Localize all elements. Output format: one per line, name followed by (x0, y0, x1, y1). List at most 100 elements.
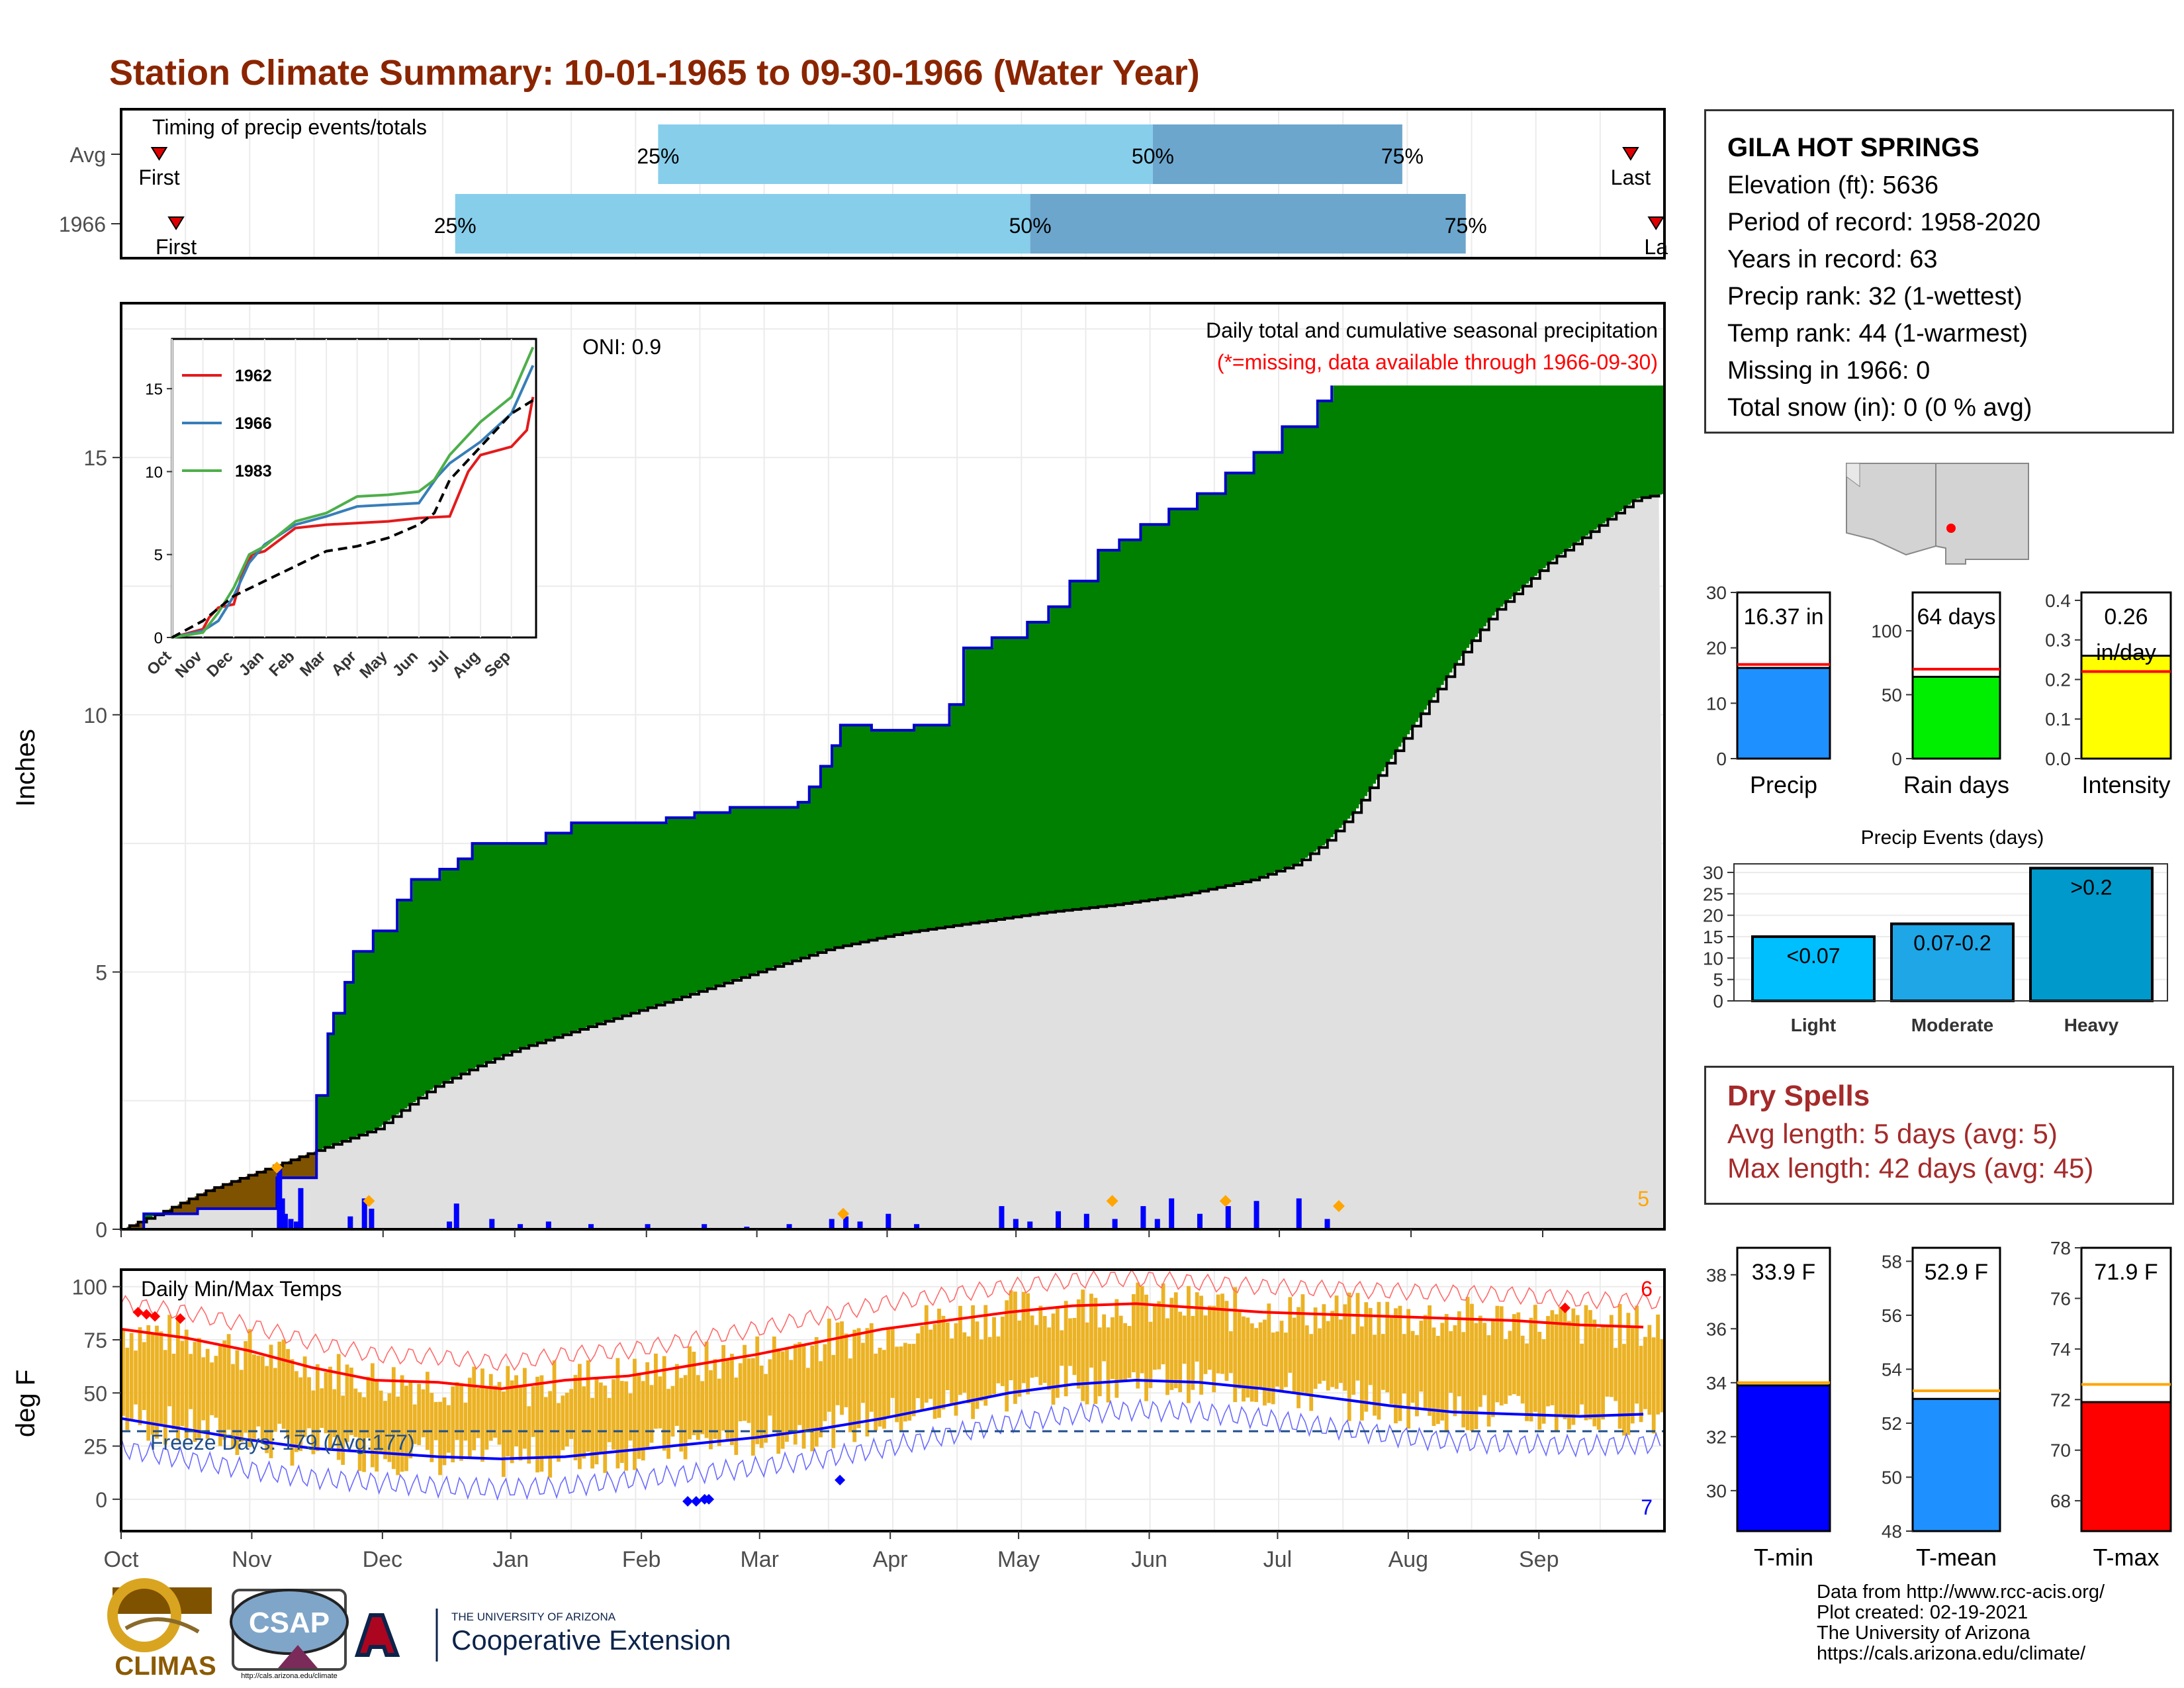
daily-temp-range-bar (375, 1380, 379, 1472)
daily-temp-range-bar (878, 1347, 882, 1427)
rain-days-ytick-label: 50 (1882, 684, 1902, 705)
daily-temp-range-bar (1178, 1311, 1183, 1393)
daily-temp-range-bar (1605, 1327, 1610, 1397)
daily-temp-range-bar (1254, 1328, 1259, 1402)
daily-temp-range-bar (594, 1379, 599, 1465)
daily-precip-bar (843, 1216, 849, 1229)
daily-temp-range-bar (819, 1361, 823, 1438)
precip-total-ytick-label: 0 (1716, 749, 1727, 769)
temps-ytick-label: 25 (83, 1435, 107, 1459)
daily-temp-range-bar (1423, 1315, 1428, 1409)
daily-temp-range-bar (1224, 1301, 1229, 1381)
daily-temp-range-bar (797, 1342, 802, 1425)
daily-temp-range-bar (1554, 1314, 1559, 1431)
daily-temp-range-bar (269, 1344, 273, 1458)
daily-temp-range-bar (488, 1374, 493, 1441)
daily-temp-range-bar (561, 1395, 565, 1450)
daily-temp-range-bar (396, 1396, 400, 1476)
daily-temp-range-bar (1106, 1327, 1111, 1403)
tmin-ytick-label: 38 (1706, 1265, 1727, 1286)
daily-temp-range-bar (886, 1329, 891, 1417)
avg-min-line (120, 1378, 1644, 1460)
inset-legend-label: 1983 (235, 462, 272, 481)
daily-precip-bar (447, 1221, 453, 1229)
events-title: Precip Events (days) (1861, 827, 2044, 849)
daily-temp-range-bar (1203, 1315, 1208, 1374)
ua-a-logo (354, 1613, 400, 1657)
daily-precip-bar (857, 1221, 863, 1229)
daily-temp-range-bar (1187, 1286, 1191, 1403)
daily-temp-range-bar (459, 1383, 463, 1461)
daily-temp-range-bar (320, 1388, 324, 1429)
csap-logo-text: CSAP (249, 1607, 330, 1639)
csap-logo-url: http://cals.arizona.edu/climate (241, 1672, 338, 1680)
daily-temp-range-bar (1457, 1311, 1461, 1397)
daily-temp-range-bar (958, 1305, 962, 1395)
station-name: GILA HOT SPRINGS (1727, 133, 1979, 162)
snow-marker (1332, 1200, 1345, 1213)
daily-temp-range-bar (231, 1364, 235, 1449)
daily-temp-range-bar (747, 1358, 751, 1423)
daily-temp-range-bar (1026, 1293, 1030, 1395)
station-precip-rank: Precip rank: 32 (1-wettest) (1727, 283, 2023, 310)
month-tick-label: Jul (1263, 1547, 1292, 1572)
daily-temp-range-bar (265, 1366, 269, 1454)
daily-precip-bar (1197, 1213, 1203, 1229)
daily-temp-range-bar (1136, 1282, 1140, 1389)
daily-temp-range-bar (506, 1366, 510, 1457)
daily-temp-range-bar (924, 1305, 929, 1403)
daily-temp-range-bar (801, 1345, 806, 1449)
record-low-marker (690, 1496, 702, 1507)
daily-temp-range-bar (239, 1370, 244, 1442)
daily-temp-range-bar (1017, 1320, 1022, 1397)
csap-logo-mountain (278, 1645, 318, 1668)
intensity-value-label: 0.26 (2104, 604, 2148, 630)
tmax-ytick-label: 70 (2050, 1440, 2071, 1461)
daily-temp-range-bar (298, 1377, 303, 1452)
daily-temp-range-bar (776, 1348, 781, 1454)
daily-temp-range-bar (290, 1359, 295, 1466)
month-tick-label: Feb (622, 1547, 661, 1572)
daily-temp-range-bar (455, 1382, 459, 1440)
daily-temp-range-bar (286, 1348, 290, 1439)
daily-temp-range-bar (1504, 1338, 1508, 1404)
inset-series-line (171, 365, 535, 639)
daily-temp-range-bar (793, 1343, 797, 1445)
daily-temp-range-bar (1482, 1323, 1487, 1395)
daily-temp-range-bar (582, 1386, 586, 1459)
daily-temp-range-bar (624, 1381, 629, 1471)
tmax-ytick-label: 76 (2050, 1288, 2071, 1309)
precip-annotation: Daily total and cumulative seasonal prec… (1206, 318, 1658, 342)
daily-temp-range-bar (210, 1362, 214, 1415)
record-low-marker (704, 1493, 715, 1505)
timing-bar-q2 (1030, 194, 1466, 254)
daily-temp-range-bar (176, 1315, 180, 1441)
credits: Data from http://www.rcc-acis.org/ Plot … (1817, 1582, 2105, 1664)
daily-temp-range-bar (1601, 1326, 1605, 1420)
daily-temp-range-bar (531, 1386, 535, 1437)
cumulative-1966-line (121, 385, 1334, 1231)
tmax-ytick-label: 68 (2050, 1491, 2071, 1511)
daily-temp-range-bar (721, 1344, 726, 1431)
daily-temp-range-bar (780, 1351, 785, 1449)
daily-temp-range-bar (353, 1388, 358, 1437)
ua-large-text: Cooperative Extension (451, 1624, 731, 1656)
daily-temp-range-bar (1377, 1301, 1381, 1420)
daily-temp-range-bar (1047, 1327, 1051, 1390)
daily-temp-range-bar (1263, 1319, 1267, 1406)
daily-temp-range-bar (467, 1378, 472, 1458)
daily-precip-bar (369, 1208, 375, 1229)
daily-temp-range-bar (1228, 1331, 1233, 1374)
daily-temp-range-bar (421, 1389, 426, 1438)
daily-temp-range-bar (1191, 1315, 1195, 1390)
daily-temp-range-bar (975, 1321, 979, 1409)
daily-temp-range-bar (1339, 1319, 1343, 1383)
daily-temp-range-bar (1131, 1294, 1136, 1372)
daily-temp-range-bar (700, 1381, 705, 1434)
daily-temp-range-bar (1486, 1335, 1491, 1427)
daily-temp-range-bar (1165, 1318, 1169, 1395)
inset-frame (171, 338, 537, 639)
record-high-marker (141, 1309, 152, 1320)
